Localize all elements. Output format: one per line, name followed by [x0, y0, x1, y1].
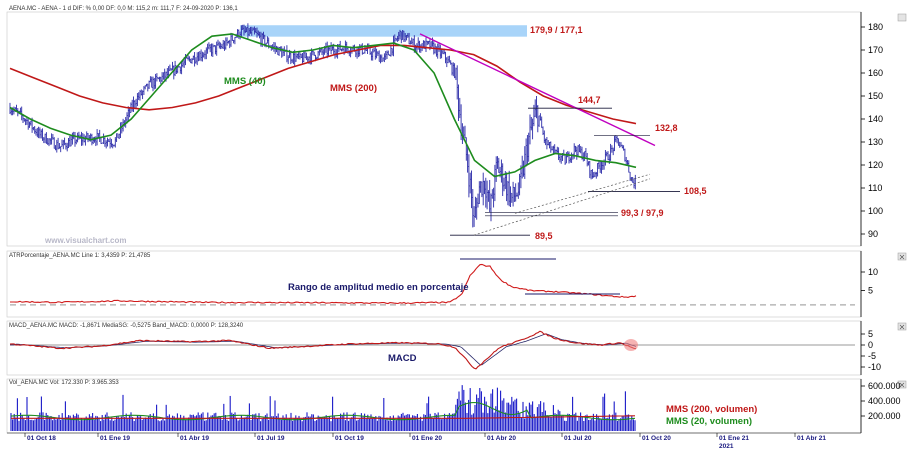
macd-tick-label: -10 [868, 362, 881, 372]
zone-annotation: 179,9 / 177,1 [530, 25, 583, 35]
price-tick-label: 150 [868, 91, 883, 101]
x-tick-label: 01 Oct 19 [335, 435, 364, 442]
vol200-line [11, 415, 635, 419]
price-tick-label: 90 [868, 229, 878, 239]
x-tick-label: 01 Ene 21 [719, 435, 749, 442]
price-tick-label: 130 [868, 137, 883, 147]
atr-title: Rango de amplitud medio en porcentaje [288, 282, 469, 293]
x-tick-label: 01 Ene 19 [100, 435, 130, 442]
x-tick-label: 01 Jul 20 [564, 435, 592, 442]
price-panel-header: AENA.MC - AENA - 1 d DIF: % 0,00 DF: 0,0… [9, 6, 238, 12]
resistance-zone [240, 25, 527, 37]
atr-line [10, 263, 637, 305]
atr-tick-label: 5 [868, 286, 873, 296]
macd-panel [6, 320, 862, 376]
atr-panel-close-icon[interactable] [897, 252, 907, 261]
volume-tick-label: 400.000 [868, 396, 901, 406]
macd-line [9, 330, 637, 370]
vol200-label: MMS (200, volumen) [666, 404, 757, 415]
watermark: www.visualchart.com [44, 236, 127, 245]
macd-panel-close-icon[interactable] [897, 322, 907, 331]
price-tick-label: 120 [868, 160, 883, 170]
x-tick-label: 01 Oct 18 [27, 435, 56, 442]
price-tick-label: 140 [868, 114, 883, 124]
mms200-label: MMS (200) [330, 83, 377, 94]
mms40-label: MMS (40) [224, 76, 266, 87]
price-tick-label: 160 [868, 68, 883, 78]
x-tick-label: 01 Abr 19 [180, 435, 209, 442]
support-trendline-mid [514, 173, 651, 214]
x-tick-label: 01 Jul 19 [257, 435, 285, 442]
volume-tick-label: 200.000 [868, 411, 901, 421]
s2-annotation: 99,3 / 97,9 [621, 208, 664, 218]
macd-title: MACD [388, 353, 417, 364]
mms200-line [9, 44, 637, 125]
vol20-label: MMS (20, volumen) [666, 416, 752, 427]
macd-highlight [624, 339, 638, 351]
vol20-line [10, 401, 636, 421]
x-tick-label: 01 Abr 21 [797, 435, 826, 442]
x-tick-label: 01 Abr 20 [487, 435, 516, 442]
atr-panel [6, 250, 862, 318]
volume-panel [6, 378, 862, 434]
volume-tick-label: 600.000 [868, 381, 901, 391]
resistance-trendline [419, 33, 656, 147]
s1-annotation: 108,5 [684, 186, 707, 196]
r1-annotation: 144,7 [578, 95, 601, 105]
macd-panel-header: MACD_AENA.MC MACD: -1,8671 MediaSG: -0,5… [9, 323, 244, 329]
price-tick-label: 180 [868, 22, 883, 32]
volume-panel-header: Vol_AENA.MC Vol: 172.330 P: 3.965.353 [9, 380, 119, 386]
mms40-line [9, 33, 637, 178]
price-tick-label: 170 [868, 45, 883, 55]
macd-tick-label: 0 [868, 340, 873, 350]
macd-tick-label: -5 [868, 351, 876, 361]
volume-panel-close-icon[interactable] [897, 380, 907, 389]
price-tick-label: 100 [868, 206, 883, 216]
macd-tick-label: 5 [868, 329, 873, 339]
atr-panel-header: ATRPorcentaje_AENA.MC Line 1: 3,4359 P: … [9, 253, 151, 259]
support-trendline-low [473, 178, 651, 236]
price-panel-settings-icon[interactable] [897, 13, 907, 22]
x-tick-label: 01 Oct 20 [642, 435, 671, 442]
price-tick-label: 110 [868, 183, 882, 193]
x-tick-label: 01 Ene 20 [412, 435, 442, 442]
x-tick-year-label: 2021 [719, 443, 734, 450]
s3-annotation: 89,5 [535, 231, 553, 241]
r2-annotation: 132,8 [655, 123, 678, 133]
atr-tick-label: 10 [868, 267, 878, 277]
